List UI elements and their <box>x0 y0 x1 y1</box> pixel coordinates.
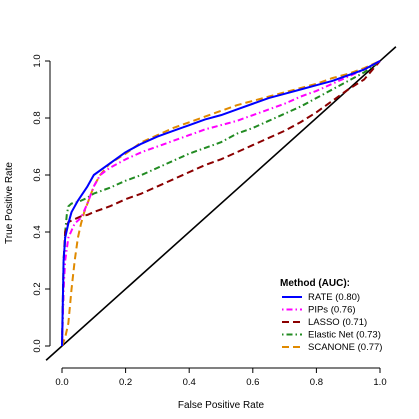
legend: Method (AUC): RATE (0.80) PIPs (0.76)LASS… <box>280 278 382 353</box>
x-axis-title: False Positive Rate <box>178 400 265 411</box>
series-line-1 <box>61 60 381 347</box>
y-tick-label: 0.6 <box>32 168 43 181</box>
x-tick-label: 0.8 <box>310 377 323 388</box>
series-line-0 <box>61 60 381 347</box>
legend-label-2: LASSO (0.71) <box>308 317 367 328</box>
series-line-4 <box>61 60 381 347</box>
x-tick-label: 0.6 <box>246 377 259 388</box>
y-tick-label: 0.0 <box>32 339 43 352</box>
y-ticks: 0.0 0.2 0.4 0.6 0.8 1.0 <box>32 54 50 353</box>
series-line-3 <box>61 60 381 347</box>
legend-label-4: SCANONE (0.77) <box>308 342 382 353</box>
y-tick-label: 0.8 <box>32 111 43 124</box>
x-tick-label: 0.4 <box>183 377 196 388</box>
legend-title: Method (AUC): <box>280 278 350 289</box>
legend-label-1: PIPs (0.76) <box>308 305 356 316</box>
y-axis-title: True Positive Rate <box>4 162 15 244</box>
x-tick-label: 0.0 <box>55 377 68 388</box>
series-line-2 <box>61 60 381 347</box>
legend-label-3: Elastic Net (0.73) <box>308 330 381 341</box>
y-tick-label: 0.4 <box>32 225 43 238</box>
x-ticks: 0.0 0.2 0.4 0.6 0.8 1.0 <box>55 368 387 388</box>
y-tick-label: 1.0 <box>32 54 43 67</box>
y-tick-label: 0.2 <box>32 282 43 295</box>
plot-area: 0.0 0.2 0.4 0.6 0.8 1.0 0.0 0.2 0.4 0.6 0.8 1.0 <box>32 46 397 388</box>
x-tick-label: 1.0 <box>373 377 386 388</box>
legend-label-0: RATE (0.80) <box>308 292 360 303</box>
reference-diagonal-line <box>45 46 397 361</box>
legend-entries: RATE (0.80) PIPs (0.76)LASSO (0.71) Elasti… <box>282 292 382 353</box>
series-layer <box>45 46 397 361</box>
x-tick-label: 0.2 <box>119 377 132 388</box>
